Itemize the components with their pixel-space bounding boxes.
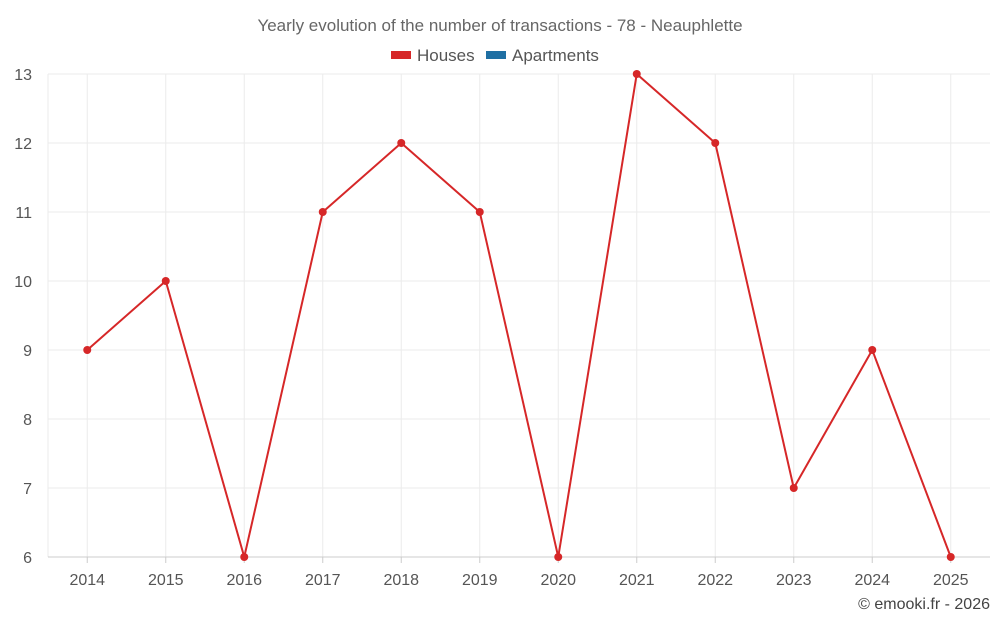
- x-tick-label: 2022: [697, 572, 733, 589]
- x-tick-label: 2017: [305, 572, 341, 589]
- plot-area: [83, 70, 955, 561]
- y-tick-label: 10: [14, 274, 32, 291]
- y-tick-label: 7: [23, 481, 32, 498]
- data-point-houses[interactable]: [868, 346, 877, 354]
- x-axis: 2014 2015 2016 2017 2018 2019 2020 2021 2022 2023…: [48, 556, 990, 589]
- legend-swatch-houses: [391, 51, 411, 59]
- data-point-houses[interactable]: [632, 70, 641, 78]
- data-point-houses[interactable]: [475, 208, 484, 216]
- x-tick-label: 2025: [933, 572, 969, 589]
- x-tick-label: 2021: [619, 572, 655, 589]
- data-point-houses[interactable]: [554, 553, 563, 561]
- grid: [47, 73, 990, 558]
- x-tick-label: 2020: [540, 572, 576, 589]
- credit-text: © emooki.fr - 2026: [858, 596, 990, 613]
- legend-label-houses: Houses: [417, 46, 475, 65]
- y-tick-label: 11: [15, 205, 32, 222]
- y-tick-label: 13: [14, 67, 32, 84]
- data-point-houses[interactable]: [83, 346, 92, 354]
- data-point-houses[interactable]: [161, 277, 170, 285]
- y-tick-label: 6: [23, 550, 32, 567]
- x-tick-label: 2024: [854, 572, 890, 589]
- series-line-houses: [86, 73, 952, 558]
- legend-item-apartments[interactable]: Apartments: [486, 46, 599, 65]
- data-point-houses[interactable]: [711, 139, 720, 147]
- legend: Houses Apartments: [391, 46, 599, 65]
- chart-title: Yearly evolution of the number of transa…: [257, 16, 742, 35]
- x-tick-label: 2016: [226, 572, 262, 589]
- y-tick-label: 9: [23, 343, 32, 360]
- x-tick-label: 2019: [462, 572, 498, 589]
- data-point-houses[interactable]: [946, 553, 955, 561]
- data-point-houses[interactable]: [397, 139, 406, 147]
- x-tick-label: 2015: [148, 572, 184, 589]
- x-tick-label: 2018: [383, 572, 419, 589]
- legend-swatch-apartments: [486, 51, 506, 59]
- x-tick-label: 2014: [69, 572, 105, 589]
- data-point-houses[interactable]: [789, 484, 798, 492]
- data-point-houses[interactable]: [318, 208, 327, 216]
- y-axis: 6 7 8 9 10 11 12 13: [14, 67, 32, 567]
- legend-label-apartments: Apartments: [512, 46, 599, 65]
- x-tick-label: 2023: [776, 572, 812, 589]
- y-tick-label: 12: [14, 136, 32, 153]
- legend-item-houses[interactable]: Houses: [391, 46, 475, 65]
- data-point-houses[interactable]: [240, 553, 249, 561]
- y-tick-label: 8: [23, 412, 32, 429]
